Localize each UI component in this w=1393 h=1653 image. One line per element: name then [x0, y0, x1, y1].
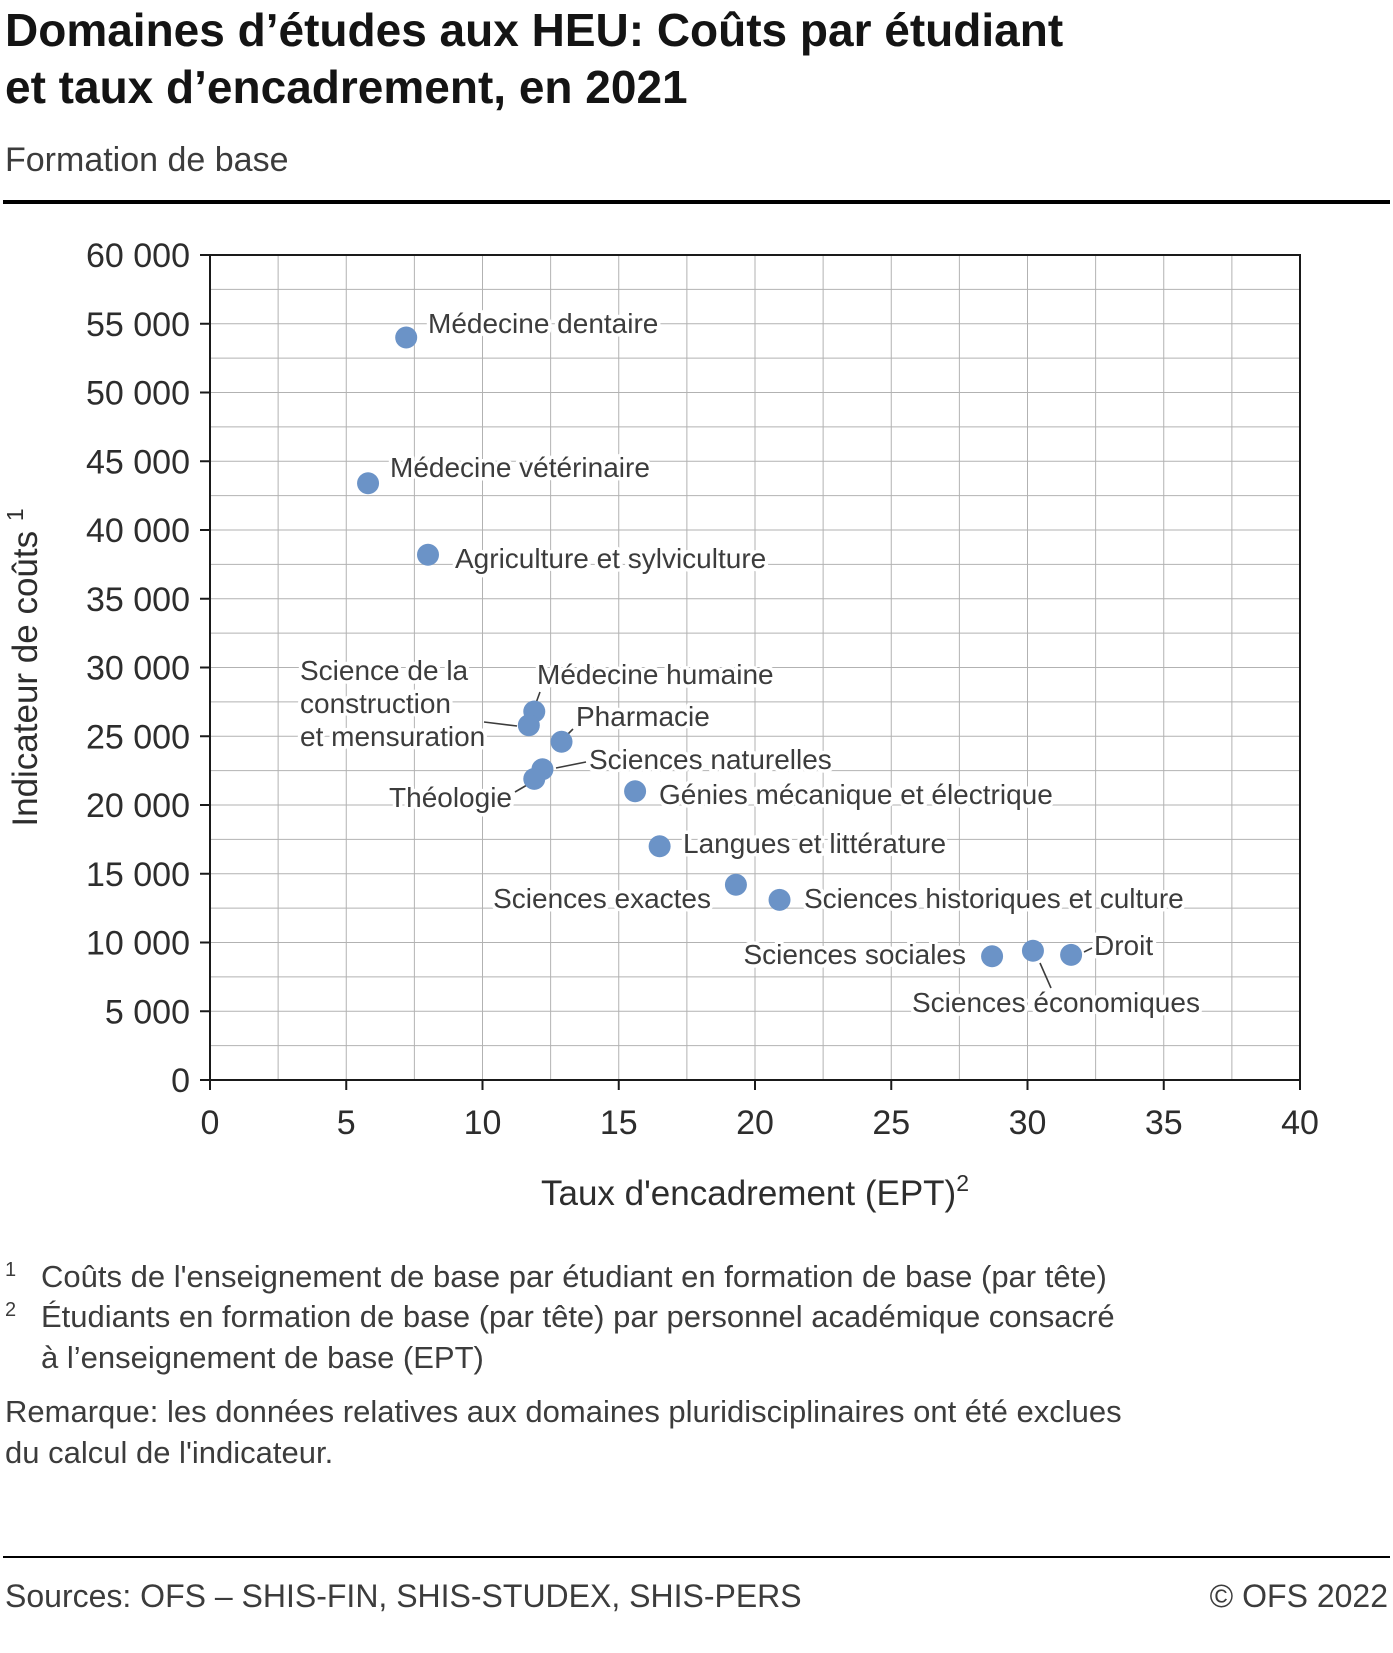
point-label: construction — [300, 688, 451, 719]
x-tick-label: 10 — [464, 1104, 502, 1142]
footnote-2-line2: à l’enseignement de base (EPT) — [41, 1339, 484, 1375]
point-label: Sciences naturelles — [589, 744, 832, 775]
point-label: Droit — [1094, 930, 1153, 961]
y-tick-label: 55 000 — [86, 306, 190, 344]
point-label: Langues et littérature — [683, 828, 946, 859]
label-leader — [514, 784, 528, 793]
x-axis-title: Taux d'encadrement (EPT)2 — [541, 1170, 969, 1213]
point-label: Sciences historiques et culture — [804, 883, 1184, 914]
data-point — [624, 780, 647, 803]
y-tick-label: 25 000 — [86, 718, 190, 756]
x-tick-label: 35 — [1145, 1104, 1183, 1142]
label-leader — [1083, 947, 1093, 953]
point-label: et mensuration — [300, 721, 485, 752]
footnote-1-text: Coûts de l'enseignement de base par étud… — [41, 1259, 1107, 1294]
data-point — [768, 888, 791, 911]
data-point — [550, 730, 573, 753]
y-tick-label: 35 000 — [86, 581, 190, 619]
y-tick-label: 40 000 — [86, 512, 190, 550]
page-subtitle: Formation de base — [5, 141, 289, 179]
point-label: Sciences économiques — [912, 987, 1200, 1018]
y-tick-label: 50 000 — [86, 375, 190, 413]
footer-divider — [3, 1556, 1390, 1558]
point-label: Médecine dentaire — [428, 308, 658, 339]
x-tick-label: 20 — [736, 1104, 774, 1142]
x-tick-label: 30 — [1009, 1104, 1047, 1142]
y-tick-label: 60 000 — [86, 237, 190, 275]
footnote-2-marker: 2 — [5, 1299, 17, 1321]
point-label: Pharmacie — [576, 701, 710, 732]
data-point — [357, 472, 380, 495]
y-tick-label: 5 000 — [105, 993, 190, 1031]
y-tick-label: 15 000 — [86, 856, 190, 894]
x-tick-label: 5 — [337, 1104, 356, 1142]
remark-line2: du calcul de l'indicateur. — [5, 1434, 334, 1470]
footnote-2-line1: Étudiants en formation de base (par tête… — [41, 1299, 1115, 1334]
point-label: Génies mécanique et électrique — [659, 779, 1053, 810]
x-tick-label: 0 — [201, 1104, 220, 1142]
x-tick-label: 40 — [1281, 1104, 1319, 1142]
point-label: Médecine humaine — [537, 659, 774, 690]
data-point — [523, 767, 546, 790]
remark-line1: Remarque: les données relatives aux doma… — [5, 1394, 1122, 1429]
scatter-chart: 0 5 10 15 20 25 30 35 40 0 5 000 10 000 15 000 20 000… — [2, 237, 1319, 1213]
point-label: Médecine vétérinaire — [390, 452, 650, 483]
data-point — [981, 945, 1004, 968]
label-leader — [483, 721, 518, 727]
x-tick-label: 25 — [872, 1104, 910, 1142]
y-tick-label: 0 — [171, 1062, 190, 1100]
footnote-2: 2 Étudiants en formation de base (par tê… — [5, 1297, 1115, 1379]
sources-text: Sources: OFS – SHIS-FIN, SHIS-STUDEX, SH… — [5, 1578, 802, 1614]
page-title-line1: Domaines d’études aux HEU: Coûts par étu… — [5, 4, 1064, 56]
copyright-text: © OFS 2022 — [1209, 1578, 1388, 1614]
label-leader — [555, 761, 587, 769]
y-tick-label: 20 000 — [86, 787, 190, 825]
point-label: Théologie — [389, 782, 512, 813]
data-point — [648, 835, 671, 858]
remark-note: Remarque: les données relatives aux doma… — [5, 1392, 1122, 1474]
footnote-2-text: Étudiants en formation de base (par tête… — [41, 1297, 1115, 1379]
data-point — [517, 714, 540, 737]
point-label: Sciences exactes — [493, 883, 711, 914]
page-title: Domaines d’études aux HEU: Coûts par étu… — [5, 2, 1220, 116]
label-leader — [1039, 962, 1052, 989]
footnote-1: 1 Coûts de l'enseignement de base par ét… — [5, 1257, 1107, 1298]
data-point — [724, 873, 747, 896]
data-point — [395, 326, 418, 349]
y-tick-label: 10 000 — [86, 925, 190, 963]
point-label: Science de la — [300, 655, 469, 686]
y-tick-label: 45 000 — [86, 443, 190, 481]
y-tick-label: 30 000 — [86, 650, 190, 688]
data-point — [1021, 939, 1044, 962]
y-axis-title: Indicateur de coûts 1 — [2, 508, 45, 826]
point-label: Agriculture et sylviculture — [455, 543, 766, 574]
point-label: Sciences sociales — [743, 939, 966, 970]
footnote-1-marker: 1 — [5, 1259, 17, 1281]
page-footer: Sources: OFS – SHIS-FIN, SHIS-STUDEX, SH… — [5, 1578, 1388, 1615]
x-tick-label: 15 — [600, 1104, 638, 1142]
data-point — [1060, 943, 1083, 966]
header-divider — [3, 200, 1390, 204]
data-point — [417, 543, 439, 566]
page-title-line2: et taux d’encadrement, en 2021 — [5, 61, 688, 114]
